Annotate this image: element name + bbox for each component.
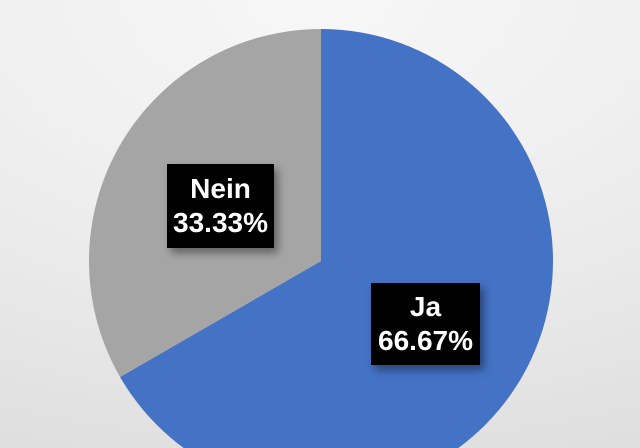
pie-chart	[89, 29, 553, 448]
data-label-ja-percent: 66.67%	[378, 325, 473, 356]
data-label-nein-category: Nein	[190, 172, 251, 204]
data-label-nein: Nein 33.33%	[167, 164, 274, 248]
data-label-ja-category: Ja	[409, 290, 442, 322]
data-label-nein-percent: 33.33%	[173, 207, 268, 238]
data-label-ja: Ja 66.67%	[371, 283, 480, 365]
